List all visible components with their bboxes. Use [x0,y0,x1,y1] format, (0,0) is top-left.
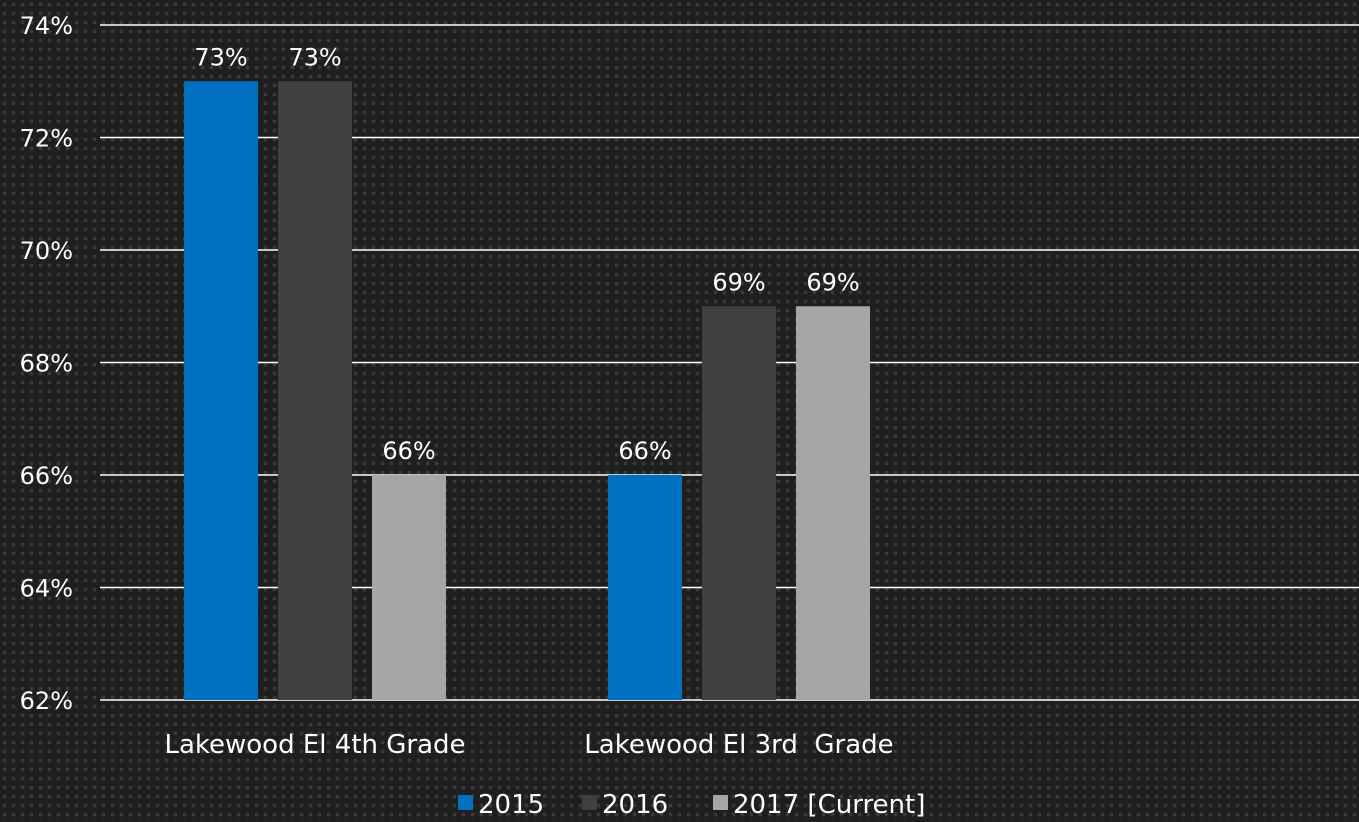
y-tick-label: 64% [20,575,73,603]
y-tick-label: 68% [20,350,73,378]
y-tick-label: 66% [20,462,73,490]
data-labels: 73% 73% 66% 66% 69% 69% [194,43,859,465]
y-axis-tick-labels: 62% 64% 66% 68% 70% 72% 74% [20,12,73,715]
bar-2016-1 [702,306,776,700]
legend-label: 2015 [478,790,544,820]
bar-2017-current--0 [372,475,446,700]
category-label: Lakewood El 4th Grade [164,730,465,760]
legend-label: 2017 [Current] [733,790,925,820]
data-label: 73% [288,43,341,71]
category-label: Lakewood El 3rd Grade [584,730,893,760]
data-label: 66% [382,437,435,465]
data-label: 69% [712,268,765,296]
data-label: 69% [806,268,859,296]
legend: 2015 2016 2017 [Current] [458,790,925,820]
bars [184,81,870,700]
legend-swatch [458,795,473,810]
bar-2015-1 [608,475,682,700]
category-labels: Lakewood El 4th Grade Lakewood El 3rd Gra… [164,730,893,760]
legend-swatch [713,795,728,810]
data-label: 66% [618,437,671,465]
legend-swatch [582,795,597,810]
y-tick-label: 74% [20,12,73,40]
data-label: 73% [194,43,247,71]
y-tick-label: 70% [20,237,73,265]
bar-2016-0 [278,81,352,700]
bar-2017-current--1 [796,306,870,700]
y-tick-label: 62% [20,687,73,715]
y-tick-label: 72% [20,125,73,153]
legend-label: 2016 [602,790,668,820]
bar-2015-0 [184,81,258,700]
